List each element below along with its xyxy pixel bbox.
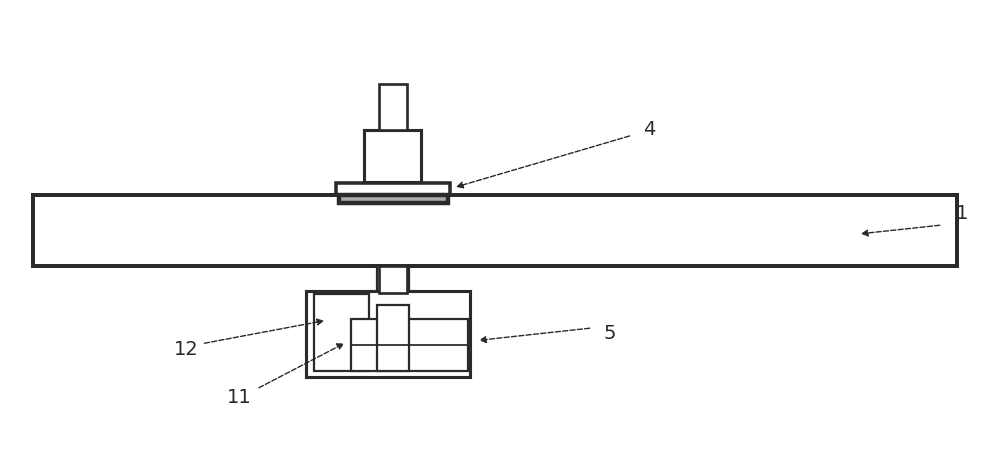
Bar bbox=[379, 266, 407, 293]
Bar bbox=[379, 84, 407, 130]
Bar bbox=[339, 195, 448, 203]
Bar bbox=[336, 183, 450, 196]
Bar bbox=[314, 294, 369, 371]
Bar bbox=[377, 305, 409, 371]
Text: 5: 5 bbox=[603, 325, 616, 343]
Bar bbox=[351, 319, 468, 371]
Text: 12: 12 bbox=[174, 340, 199, 359]
Text: 11: 11 bbox=[227, 388, 252, 407]
Bar bbox=[33, 196, 957, 266]
Text: 4: 4 bbox=[643, 120, 655, 139]
Bar bbox=[306, 291, 470, 377]
Text: 1: 1 bbox=[956, 204, 969, 223]
Bar bbox=[377, 266, 409, 291]
Bar bbox=[364, 130, 421, 182]
